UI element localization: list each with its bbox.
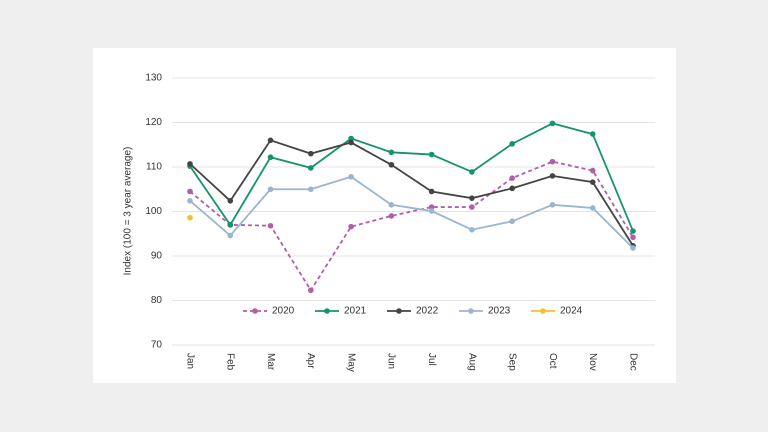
y-tick-label: 70 (151, 340, 163, 351)
x-tick-label: Sep (507, 353, 518, 371)
point (469, 195, 475, 201)
x-tick-label: Nov (587, 353, 598, 371)
point (227, 198, 234, 204)
series-line (189, 122, 634, 232)
point (388, 202, 395, 208)
point (589, 131, 596, 137)
point (428, 204, 435, 210)
y-tick-label: 100 (145, 206, 162, 217)
point (187, 188, 193, 195)
y-tick-label: 120 (145, 117, 162, 128)
y-axis-label: Index (100 = 3 year average) (123, 147, 134, 276)
legend-label: 2021 (344, 306, 367, 317)
point (549, 120, 556, 127)
legend-label: 2022 (416, 306, 439, 317)
point (509, 185, 515, 192)
point (549, 158, 556, 165)
point (630, 245, 636, 251)
point (227, 232, 234, 239)
x-tick-label: Mar (265, 353, 276, 371)
point (509, 141, 515, 147)
series-line (189, 175, 634, 249)
point (308, 186, 314, 193)
x-tick-label: Aug (466, 353, 477, 371)
x-tick-label: Feb (225, 353, 236, 371)
y-tick-label: 130 (145, 73, 162, 84)
point (267, 137, 274, 144)
point (469, 169, 475, 175)
point (549, 202, 556, 208)
point (589, 167, 596, 174)
legend-label: 2020 (272, 306, 295, 317)
point (630, 234, 636, 241)
point (308, 287, 314, 294)
point (187, 214, 193, 221)
point (469, 204, 475, 210)
y-tick-label: 80 (151, 295, 163, 306)
x-tick-label: Jan (184, 353, 195, 369)
legend-dot (540, 308, 546, 314)
point (267, 186, 274, 193)
point (388, 149, 395, 156)
point (348, 173, 354, 180)
point (227, 222, 234, 228)
x-tick-label: Dec (627, 353, 638, 371)
point (428, 208, 435, 214)
point (348, 223, 354, 230)
point (388, 213, 395, 219)
legend-dot (324, 308, 330, 314)
x-tick-label: Jun (386, 353, 397, 369)
x-tick-label: Oct (547, 353, 558, 369)
card (93, 48, 676, 383)
x-tick-label: May (345, 353, 356, 372)
point (348, 135, 354, 142)
point (549, 173, 556, 179)
point (308, 165, 314, 171)
legend-dot (468, 308, 474, 314)
x-tick-label: Jul (426, 353, 437, 366)
point (187, 161, 193, 167)
point (428, 188, 435, 195)
point (630, 228, 636, 234)
point (348, 139, 354, 146)
point (509, 175, 515, 181)
point (589, 205, 596, 211)
legend-label: 2024 (560, 306, 583, 317)
y-tick-label: 90 (151, 251, 163, 262)
point (428, 151, 435, 158)
point (187, 198, 193, 204)
point (267, 222, 274, 229)
point (308, 150, 314, 157)
point (469, 226, 475, 233)
series-line (189, 139, 634, 247)
point (267, 154, 274, 161)
point (388, 161, 395, 168)
point (509, 218, 515, 225)
y-tick-label: 110 (146, 162, 162, 173)
legend-dot (252, 308, 258, 314)
legend-dot (396, 308, 402, 314)
x-tick-label: Apr (305, 353, 316, 369)
legend-label: 2023 (488, 306, 511, 317)
series-line (189, 160, 634, 292)
point (589, 179, 596, 185)
